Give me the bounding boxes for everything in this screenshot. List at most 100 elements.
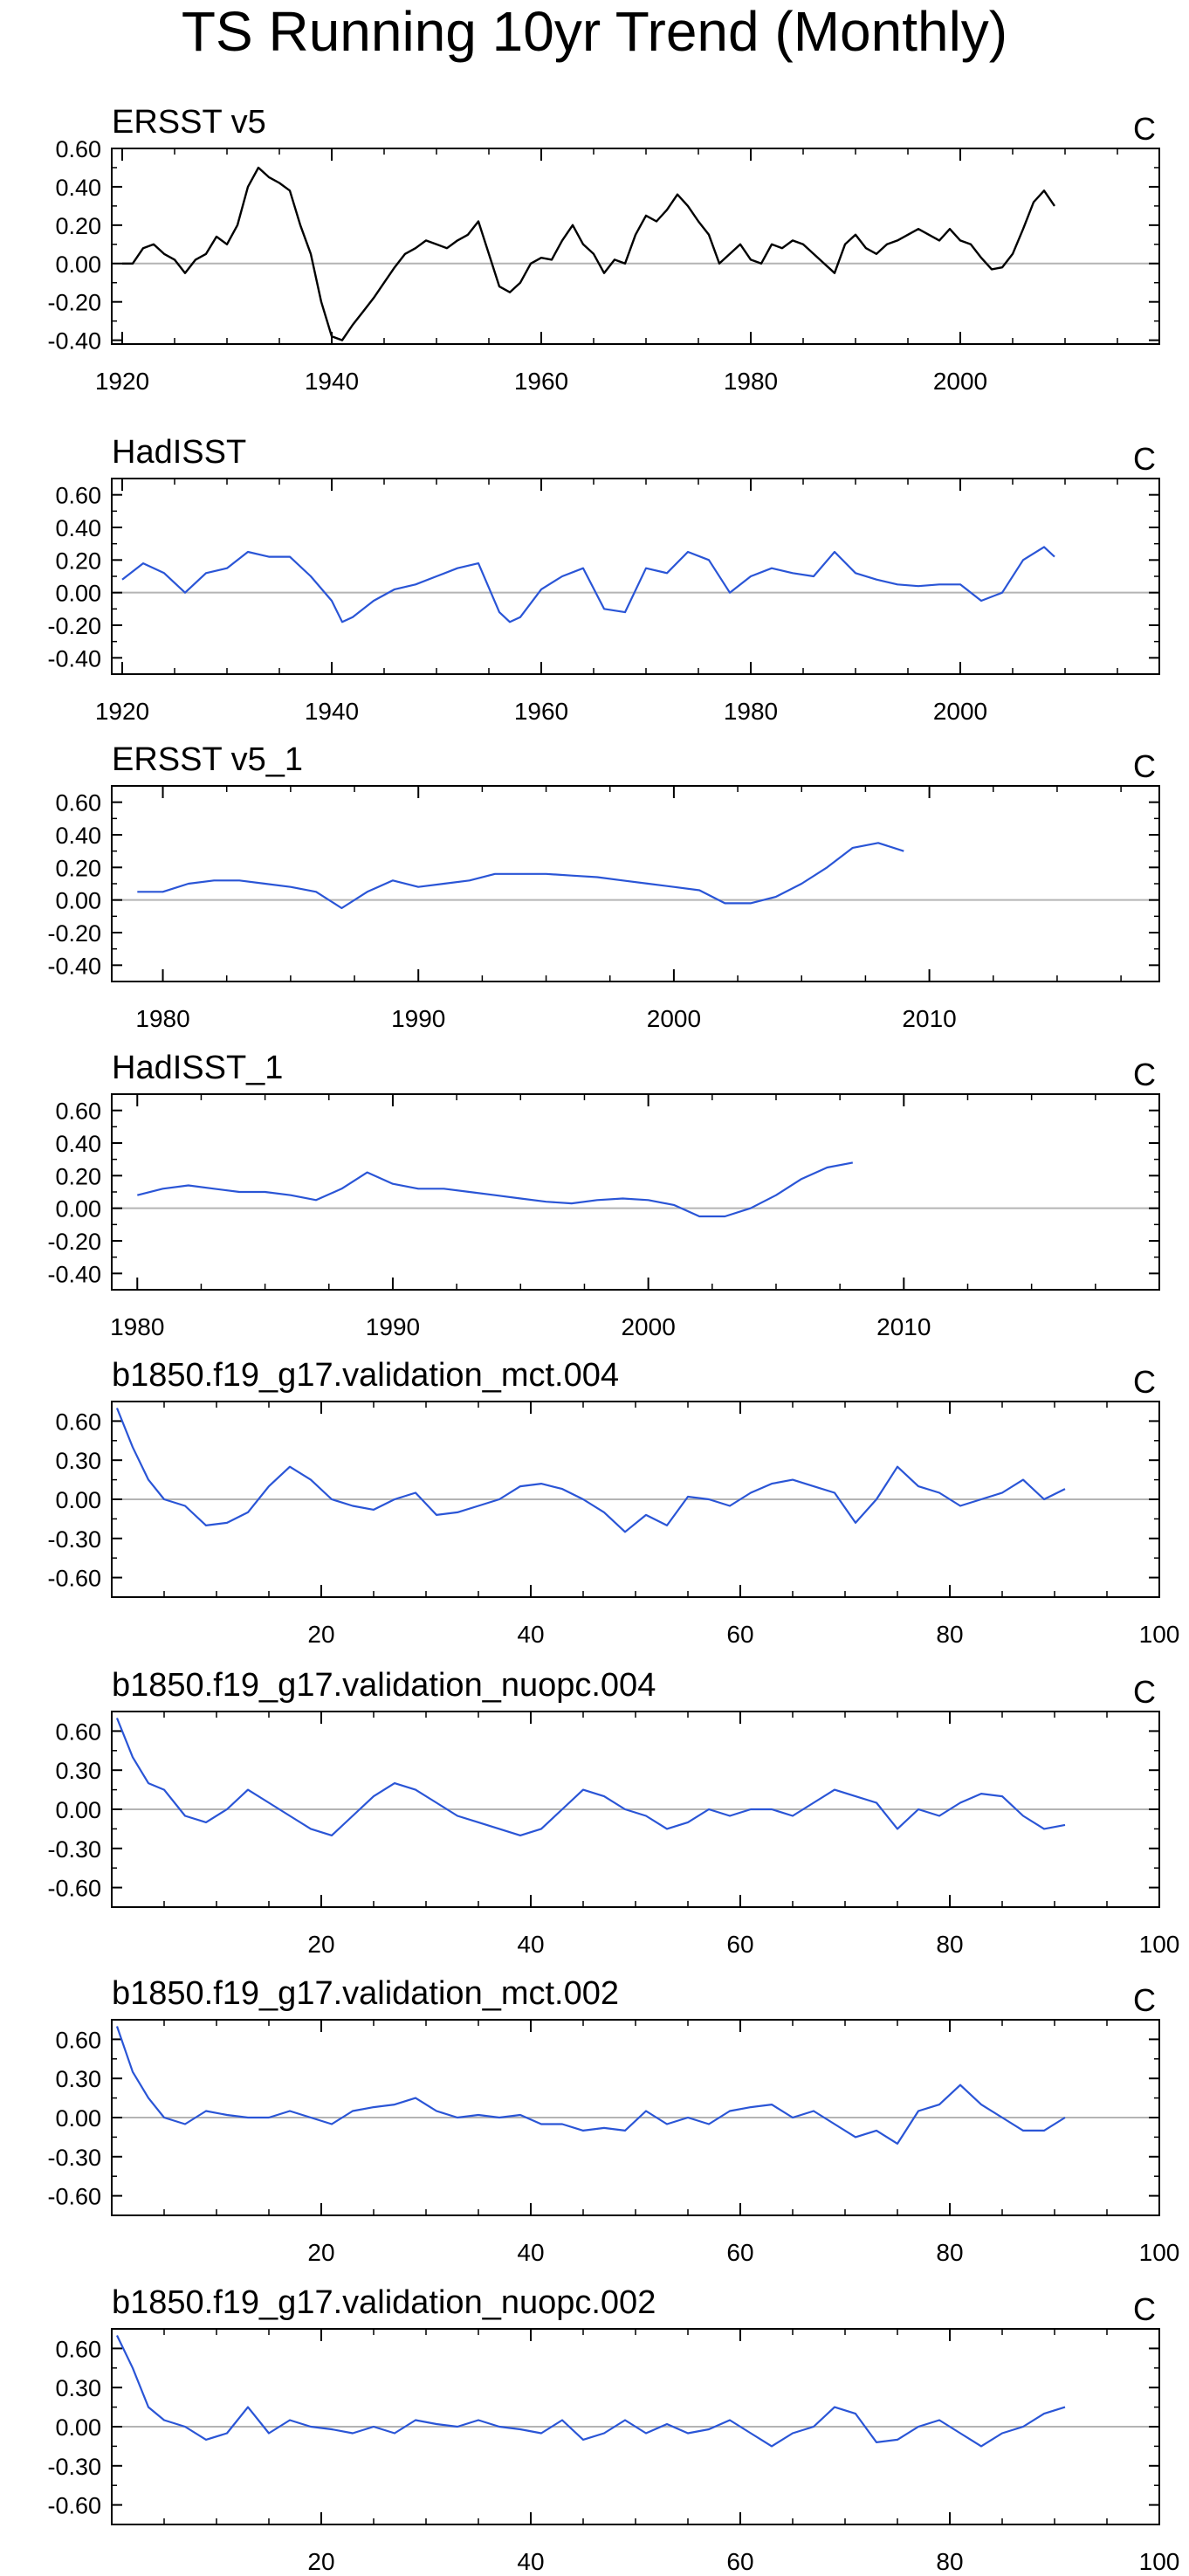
y-tick-label: 0.60 (55, 2336, 101, 2362)
chart-panel-2: HadISST C -0.40 -0.20 0.00 0.20 0.40 0.60 1920 19… (47, 434, 1160, 725)
y-tick-label: 0.40 (55, 175, 101, 201)
y-tick-label: 0.00 (55, 1196, 101, 1223)
x-tick-label: 60 (726, 1621, 753, 1648)
x-tick-label: 100 (1139, 1931, 1180, 1958)
x-tick-label: 80 (936, 1931, 963, 1958)
x-tick-label: 80 (936, 2239, 963, 2266)
x-tick-label: 20 (307, 1621, 334, 1648)
x-tick-label: 1980 (724, 368, 778, 395)
y-tick-label: 0.20 (55, 213, 101, 239)
panel-title: b1850.f19_g17.validation_mct.002 (112, 1975, 619, 2012)
series-line (115, 2026, 1066, 2145)
x-tick-label: 2010 (876, 1313, 931, 1340)
y-tick-label: 0.60 (55, 483, 101, 509)
x-tick-label: 40 (517, 2548, 544, 2575)
y-tick-label: -0.20 (47, 1229, 101, 1255)
x-tick-label: 1980 (724, 698, 778, 725)
y-tick-label: 0.30 (55, 2375, 101, 2401)
y-tick-label: -0.40 (47, 953, 101, 979)
panel-title: ERSST v5 (112, 104, 266, 141)
panel-title: ERSST v5_1 (112, 741, 303, 778)
y-tick-label: 0.00 (55, 2105, 101, 2132)
series-line (121, 546, 1055, 623)
plot-frame (111, 1401, 1160, 1598)
x-tick-label: 1940 (305, 368, 359, 395)
plot-frame (111, 2328, 1160, 2525)
chart-panel-8: b1850.f19_g17.validation_nuopc.002 C -0.60… (47, 2284, 1179, 2575)
x-tick-label: 100 (1139, 1621, 1180, 1648)
x-tick-label: 40 (517, 2239, 544, 2266)
x-tick-label: 2000 (933, 368, 987, 395)
y-tick-label: 0.00 (55, 581, 101, 607)
x-tick-label: 1940 (305, 698, 359, 725)
panel-title: HadISST_1 (112, 1050, 283, 1086)
y-tick-label: -0.60 (47, 1876, 101, 1902)
y-tick-label: 0.00 (55, 888, 101, 914)
y-tick-label: -0.40 (47, 1261, 101, 1287)
figure-title: TS Running 10yr Trend (Monthly) (182, 0, 1007, 63)
units-label: C (1133, 1364, 1156, 1400)
chart-panel-1: ERSST v5 C -0.40 -0.20 0.00 0.20 0.40 0.60 1920 1… (47, 104, 1160, 395)
y-tick-label: 0.40 (55, 823, 101, 849)
units-label: C (1133, 1674, 1156, 1710)
series-line (116, 2335, 1066, 2448)
units-label: C (1133, 748, 1156, 784)
units-label: C (1133, 441, 1156, 477)
x-tick-label: 40 (517, 1931, 544, 1958)
x-tick-label: 2000 (621, 1313, 675, 1340)
units-label: C (1133, 1057, 1156, 1092)
units-label: C (1133, 2291, 1156, 2327)
y-tick-label: -0.40 (47, 328, 101, 355)
y-tick-label: 0.60 (55, 136, 101, 162)
y-tick-label: 0.60 (55, 1099, 101, 1125)
y-tick-label: 0.60 (55, 1409, 101, 1435)
units-label: C (1133, 1982, 1156, 2018)
x-tick-label: 20 (307, 2548, 334, 2575)
y-tick-label: -0.60 (47, 2184, 101, 2210)
panel-title: b1850.f19_g17.validation_nuopc.002 (112, 2284, 656, 2321)
y-tick-label: 0.30 (55, 1448, 101, 1474)
x-tick-label: 60 (726, 2239, 753, 2266)
y-tick-label: -0.30 (47, 2454, 101, 2480)
panels-group: ERSST v5 C -0.40 -0.20 0.00 0.20 0.40 0.60 1920 1… (47, 104, 1179, 2575)
x-tick-label: 100 (1139, 2239, 1180, 2266)
x-tick-label: 1920 (95, 698, 149, 725)
x-tick-label: 80 (936, 2548, 963, 2575)
y-tick-label: 0.20 (55, 548, 101, 574)
y-tick-label: -0.30 (47, 1836, 101, 1863)
plot-frame (111, 785, 1160, 982)
x-tick-label: 1980 (110, 1313, 164, 1340)
y-tick-label: -0.60 (47, 2493, 101, 2519)
y-tick-label: 0.40 (55, 515, 101, 541)
y-tick-label: -0.30 (47, 2145, 101, 2171)
y-tick-label: -0.20 (47, 613, 101, 639)
y-tick-label: 0.00 (55, 1797, 101, 1823)
series-line (122, 166, 1055, 341)
chart-panel-3: ERSST v5_1 C -0.40 -0.20 0.00 0.20 0.40 0.60 198… (47, 741, 1160, 1032)
panel-title: HadISST (112, 434, 246, 471)
y-tick-label: 0.00 (55, 2414, 101, 2441)
x-tick-label: 2000 (647, 1005, 701, 1032)
units-label: C (1133, 111, 1156, 147)
x-tick-label: 1990 (391, 1005, 445, 1032)
x-tick-label: 40 (517, 1621, 544, 1648)
y-tick-label: 0.60 (55, 2027, 101, 2053)
plot-frame (111, 2019, 1160, 2216)
y-tick-label: -0.40 (47, 645, 101, 672)
y-tick-label: 0.00 (55, 251, 101, 278)
y-tick-label: -0.60 (47, 1566, 101, 1592)
y-tick-label: -0.20 (47, 290, 101, 316)
x-tick-label: 1990 (366, 1313, 420, 1340)
x-tick-label: 80 (936, 1621, 963, 1648)
x-tick-label: 60 (726, 1931, 753, 1958)
series-line (137, 842, 904, 910)
plot-frame (111, 478, 1160, 675)
y-tick-label: -0.20 (47, 920, 101, 947)
x-tick-label: 1920 (95, 368, 149, 395)
chart-panel-6: b1850.f19_g17.validation_nuopc.004 C -0.60… (47, 1667, 1179, 1958)
x-tick-label: 1960 (514, 368, 568, 395)
series-line (115, 1408, 1066, 1533)
x-tick-label: 60 (726, 2548, 753, 2575)
plot-frame (111, 1093, 1160, 1291)
